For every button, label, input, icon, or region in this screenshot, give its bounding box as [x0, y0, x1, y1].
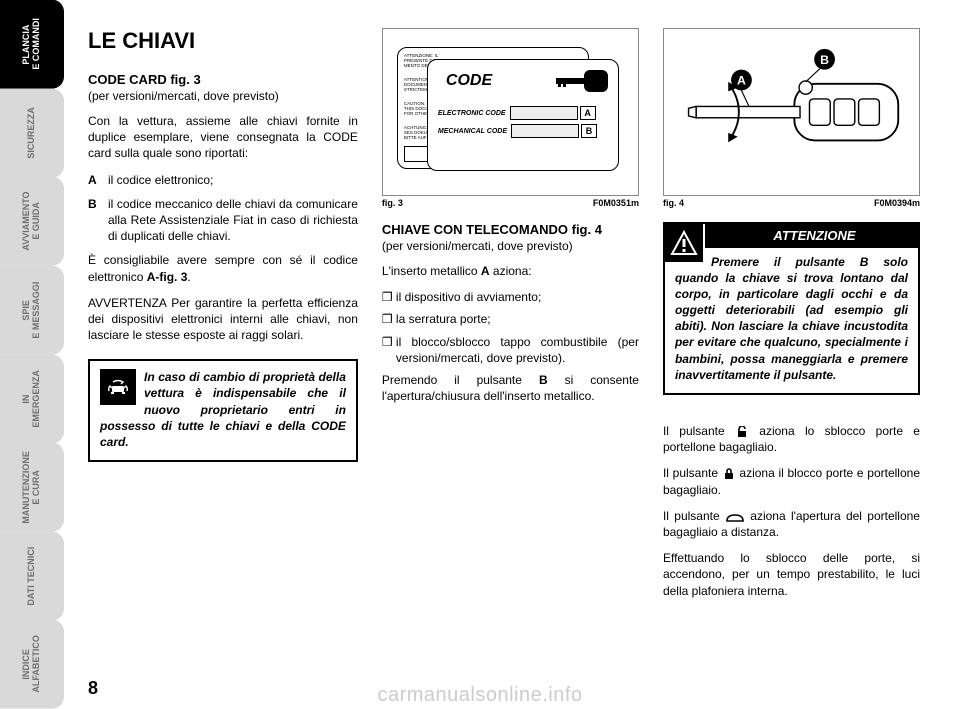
warning-box: In caso di cambio di proprietà della vet… [88, 359, 358, 462]
column-middle: ATTENZIONE: ILPRESENTE DOCU-MENTO DEVE E… [382, 28, 639, 699]
paragraph: Il pulsante aziona lo sblocco porte e po… [663, 423, 920, 455]
text-run: Il pulsante [663, 509, 725, 523]
subtitle-note: (per versioni/mercati, dove previsto) [88, 89, 358, 103]
bullet-text: il blocco/sblocco tappo combustibile (pe… [396, 334, 639, 366]
list-item-a: A il codice elettronico; [88, 172, 358, 188]
text-run: L'inserto metallico [382, 264, 481, 278]
list-item-b: B il codice meccanico delle chiavi da co… [88, 196, 358, 245]
bullet-item: ❒il blocco/sblocco tappo combustibile (p… [382, 334, 639, 366]
paragraph: Premendo il pulsante B si consente l'ape… [382, 372, 639, 404]
key-icon [556, 66, 612, 96]
column-right: A B fig. 4 F0M0394m [663, 28, 920, 699]
figure-3: ATTENZIONE: ILPRESENTE DOCU-MENTO DEVE E… [382, 28, 639, 196]
paragraph-avvertenza: AVVERTENZA Per garantire la perfetta eff… [88, 295, 358, 344]
sidebar-tab-3[interactable]: SPIE E MESSAGGI [0, 266, 64, 355]
sidebar-tab-7[interactable]: INDICE ALFABETICO [0, 620, 64, 709]
text-run: . [187, 270, 190, 284]
text-bold: A-fig. 3 [147, 270, 188, 284]
row-label: ELECTRONIC CODE [438, 110, 506, 117]
text-run: È consigliabile avere sempre con sé il c… [88, 253, 358, 283]
content-area: LE CHIAVI CODE CARD fig. 3 (per versioni… [64, 0, 960, 709]
bullet-item: ❒il dispositivo di avviamento; [382, 289, 639, 305]
subtitle-note: (per versioni/mercati, dove previsto) [382, 239, 639, 253]
figure-4: A B [663, 28, 920, 196]
trunk-icon [725, 511, 745, 523]
sidebar-tab-0[interactable]: PLANCIA E COMANDI [0, 0, 64, 89]
row-letter: B [581, 124, 597, 138]
fig-code: F0M0351m [593, 198, 639, 208]
bullet-glyph: ❒ [382, 311, 396, 327]
figure-3-caption: fig. 3 F0M0351m [382, 198, 639, 208]
text-run: Premendo il pulsante [382, 373, 539, 387]
bullet-item: ❒la serratura porte; [382, 311, 639, 327]
paragraph: Effettuando lo sblocco delle porte, si a… [663, 550, 920, 599]
text-run: aziona: [490, 264, 532, 278]
sidebar-tab-5[interactable]: MANUTENZIONE E CURA [0, 443, 64, 532]
key-drawing: A B [664, 29, 919, 188]
sidebar-tab-6[interactable]: DATI TECNICI [0, 532, 64, 621]
paragraph: Con la vettura, assieme alle chiavi forn… [88, 113, 358, 162]
fig-code: F0M0394m [874, 198, 920, 208]
text-run: Il pulsante [663, 424, 735, 438]
code-box [510, 106, 578, 120]
page-number: 8 [88, 678, 98, 699]
text-bold: A [481, 264, 490, 278]
fig-label: fig. 3 [382, 198, 403, 208]
bullet-text: il dispositivo di avviamento; [396, 289, 541, 305]
list-text: il codice meccanico delle chiavi da comu… [108, 196, 358, 245]
bullet-text: la serratura porte; [396, 311, 491, 327]
paragraph: L'inserto metallico A aziona: [382, 263, 639, 279]
list-letter: A [88, 172, 108, 188]
paragraph: Il pulsante aziona l'apertura del portel… [663, 508, 920, 540]
sidebar-tab-1[interactable]: SICUREZZA [0, 89, 64, 178]
car-recycle-icon [100, 369, 136, 405]
sidebar-tab-4[interactable]: IN EMERGENZA [0, 355, 64, 444]
sidebar-tab-2[interactable]: AVVIAMENTO E GUIDA [0, 177, 64, 266]
paragraph: Il pulsante aziona il blocco porte e por… [663, 465, 920, 497]
bullet-glyph: ❒ [382, 289, 396, 305]
fig-label: fig. 4 [663, 198, 684, 208]
code-title: CODE [446, 72, 492, 90]
attention-text: Premere il pulsante B solo quando la chi… [675, 255, 908, 382]
code-box [511, 124, 579, 138]
list-letter: B [88, 196, 108, 245]
text-bold: B [539, 373, 548, 387]
figure-4-caption: fig. 4 F0M0394m [663, 198, 920, 208]
subtitle-code-card: CODE CARD fig. 3 [88, 72, 358, 87]
paragraph: È consigliabile avere sempre con sé il c… [88, 252, 358, 284]
lock-icon [722, 468, 736, 480]
code-card-front: CODE ELECTRONIC CODE A MECHANICAL CODE [427, 59, 619, 171]
list-text: il codice elettronico; [108, 172, 213, 188]
warning-triangle-icon [665, 224, 703, 262]
attention-block: ATTENZIONE Premere il pulsante B solo qu… [663, 222, 920, 395]
code-row-electronic: ELECTRONIC CODE A [438, 106, 596, 120]
svg-text:B: B [820, 53, 829, 67]
attention-header: ATTENZIONE [705, 224, 918, 248]
unlock-icon [735, 426, 749, 438]
attention-box: ATTENZIONE Premere il pulsante B solo qu… [663, 222, 920, 395]
code-row-mechanical: MECHANICAL CODE B [438, 124, 597, 138]
svg-text:A: A [737, 74, 746, 88]
row-letter: A [580, 106, 596, 120]
bullet-glyph: ❒ [382, 334, 396, 366]
subtitle-chiave: CHIAVE CON TELECOMANDO fig. 4 [382, 222, 639, 237]
warning-text: In caso di cambio di proprietà della vet… [100, 370, 346, 449]
page-title: LE CHIAVI [88, 28, 358, 54]
sidebar: PLANCIA E COMANDISICUREZZAAVVIAMENTO E G… [0, 0, 64, 709]
column-left: LE CHIAVI CODE CARD fig. 3 (per versioni… [88, 28, 358, 699]
row-label: MECHANICAL CODE [438, 128, 507, 135]
text-run: Il pulsante [663, 466, 722, 480]
